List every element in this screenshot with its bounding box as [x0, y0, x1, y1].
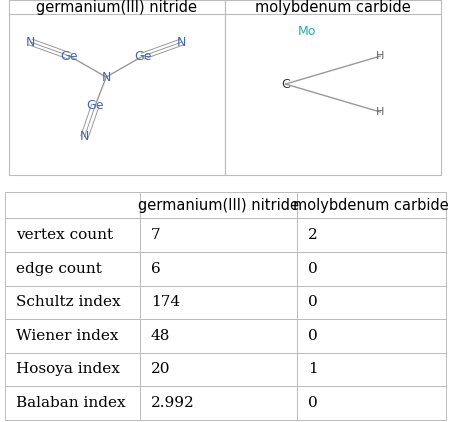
Bar — [4, 192, 140, 219]
Text: vertex count: vertex count — [16, 228, 113, 242]
Text: N: N — [26, 35, 35, 49]
Bar — [4, 286, 140, 319]
Text: 0: 0 — [308, 396, 318, 410]
Bar — [297, 353, 446, 386]
Text: molybdenum carbide: molybdenum carbide — [293, 198, 449, 213]
Text: 20: 20 — [151, 362, 170, 376]
Text: germanium(III) nitride: germanium(III) nitride — [36, 0, 198, 14]
Bar — [4, 386, 140, 420]
Bar — [140, 353, 297, 386]
Bar — [297, 286, 446, 319]
Text: Balaban index: Balaban index — [16, 396, 126, 410]
Text: 6: 6 — [151, 262, 161, 276]
Text: Wiener index: Wiener index — [16, 329, 118, 343]
Text: 2.992: 2.992 — [151, 396, 194, 410]
Bar — [297, 386, 446, 420]
Text: Hosoya index: Hosoya index — [16, 362, 120, 376]
Text: 174: 174 — [151, 295, 180, 309]
Bar — [140, 192, 297, 219]
Text: N: N — [102, 70, 111, 84]
Text: 48: 48 — [151, 329, 170, 343]
Bar — [297, 219, 446, 252]
Text: 7: 7 — [151, 228, 160, 242]
Text: 1: 1 — [308, 362, 318, 376]
Bar — [297, 252, 446, 286]
Text: Schultz index: Schultz index — [16, 295, 121, 309]
Text: C: C — [281, 78, 290, 91]
Bar — [297, 319, 446, 353]
Bar — [4, 353, 140, 386]
Text: 2: 2 — [308, 228, 318, 242]
Bar — [140, 286, 297, 319]
Text: 0: 0 — [308, 262, 318, 276]
Bar — [4, 319, 140, 353]
Bar — [297, 192, 446, 219]
Text: Ge: Ge — [61, 49, 78, 62]
Bar — [140, 319, 297, 353]
Text: Mo: Mo — [298, 25, 316, 38]
Text: germanium(III) nitride: germanium(III) nitride — [138, 198, 299, 213]
Text: molybdenum carbide: molybdenum carbide — [255, 0, 411, 14]
Text: 0: 0 — [308, 295, 318, 309]
Bar — [140, 252, 297, 286]
Bar — [140, 219, 297, 252]
Text: H: H — [376, 107, 385, 117]
Text: N: N — [177, 35, 186, 49]
Text: Ge: Ge — [134, 49, 152, 62]
Bar — [4, 219, 140, 252]
Text: N: N — [80, 130, 89, 143]
Text: edge count: edge count — [16, 262, 102, 276]
Bar — [4, 252, 140, 286]
Text: Ge: Ge — [87, 99, 104, 111]
Text: H: H — [376, 51, 385, 61]
Text: 0: 0 — [308, 329, 318, 343]
Bar — [140, 386, 297, 420]
